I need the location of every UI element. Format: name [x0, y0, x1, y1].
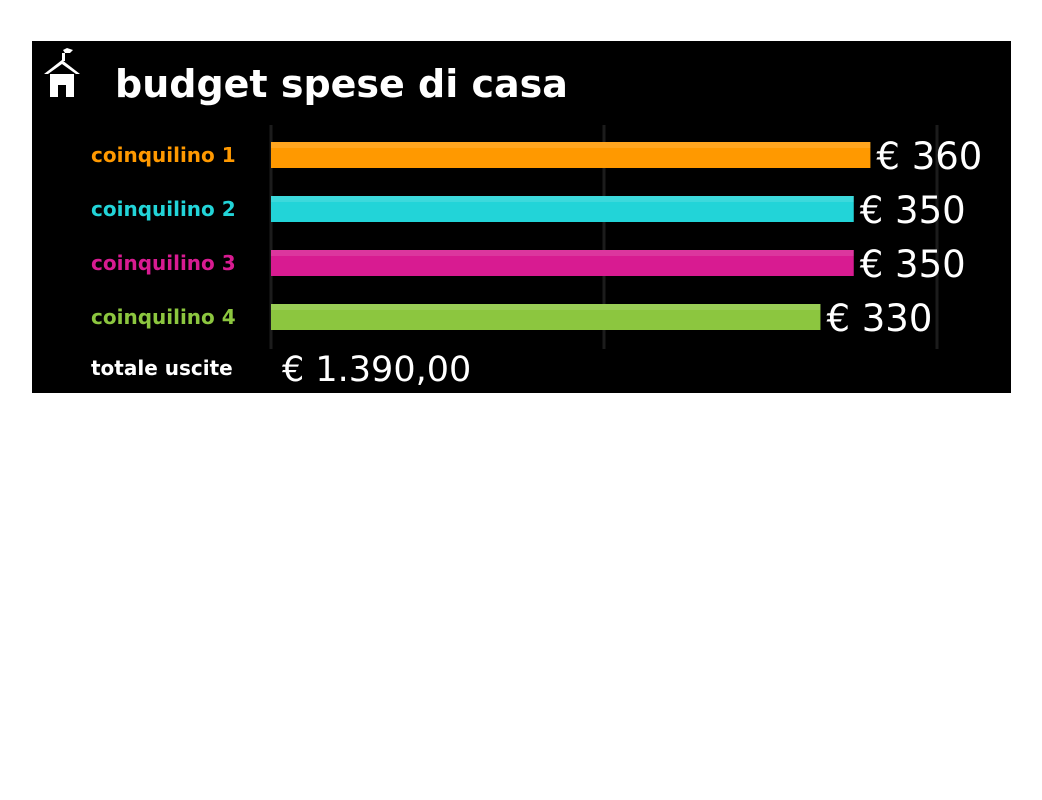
- bar-highlight: [271, 196, 854, 202]
- chart-panel: budget spese di casa coinquilino 1 coinqu…: [32, 41, 1011, 393]
- category-label: coinquilino 2: [91, 197, 236, 221]
- bar-chart: budget spese di casa coinquilino 1coinqu…: [44, 48, 982, 390]
- value-label: € 350: [860, 189, 966, 232]
- bar-4: [271, 304, 821, 330]
- bar-2: [271, 196, 854, 222]
- value-label: € 360: [876, 135, 982, 178]
- value-label: € 350: [860, 243, 966, 286]
- total-value: € 1.390,00: [282, 350, 471, 390]
- total-label: totale uscite: [91, 356, 233, 380]
- house-icon: [44, 48, 80, 97]
- category-label: coinquilino 3: [91, 251, 236, 275]
- chart-title: budget spese di casa: [115, 62, 568, 106]
- bar-highlight: [271, 304, 821, 310]
- bars: [271, 142, 871, 330]
- value-labels: € 360 € 350 € 350 € 330: [826, 135, 982, 340]
- bar-1: [271, 142, 871, 168]
- bar-3: [271, 250, 854, 276]
- category-label: coinquilino 4: [91, 305, 236, 329]
- bar-highlight: [271, 250, 854, 256]
- bar-highlight: [271, 142, 871, 148]
- category-labels: coinquilino 1 coinquilino 2 coinquilino 3 c…: [91, 143, 236, 329]
- category-label: coinquilino 1: [91, 143, 236, 167]
- value-label: € 330: [826, 297, 932, 340]
